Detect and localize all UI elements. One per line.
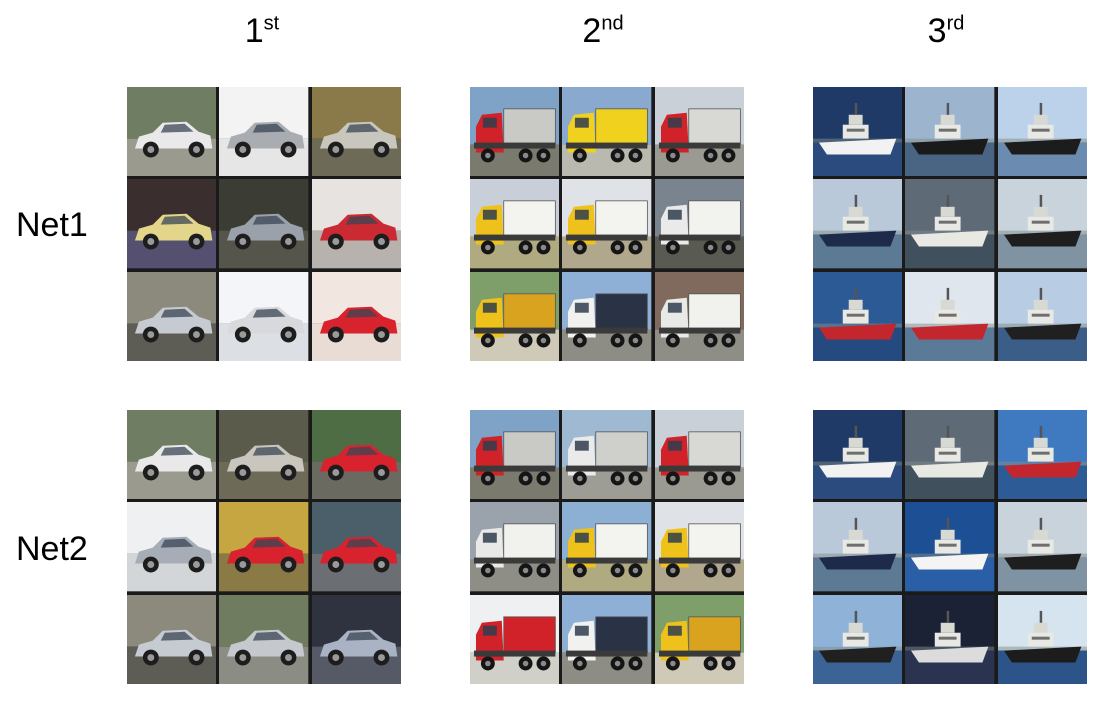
car-thumbnail bbox=[127, 87, 217, 177]
truck-thumbnail bbox=[470, 594, 560, 684]
car-thumbnail bbox=[127, 271, 217, 361]
column-header-3: 3rd bbox=[916, 14, 976, 48]
car-thumbnail bbox=[219, 179, 309, 269]
truck-thumbnail bbox=[470, 87, 560, 177]
car-thumbnail bbox=[311, 179, 401, 269]
truck-thumbnail bbox=[562, 502, 652, 592]
ship-thumbnail bbox=[813, 179, 903, 269]
ship-thumbnail bbox=[905, 410, 995, 500]
ship-thumbnail bbox=[813, 410, 903, 500]
truck-thumbnail bbox=[562, 594, 652, 684]
column-header-suffix: st bbox=[263, 12, 280, 35]
car-thumbnail bbox=[127, 594, 217, 684]
truck-thumbnail bbox=[654, 410, 744, 500]
ship-thumbnail bbox=[905, 594, 995, 684]
ship-thumbnail bbox=[997, 410, 1087, 500]
truck-thumbnail bbox=[562, 271, 652, 361]
truck-thumbnail bbox=[654, 502, 744, 592]
image-grid-net2-rank2 bbox=[470, 410, 744, 684]
ship-thumbnail bbox=[997, 271, 1087, 361]
image-grid-net2-rank1 bbox=[127, 410, 401, 684]
column-header-1: 1st bbox=[232, 14, 292, 48]
ship-thumbnail bbox=[905, 87, 995, 177]
car-thumbnail bbox=[219, 594, 309, 684]
image-grid-net1-rank3 bbox=[813, 87, 1087, 361]
car-thumbnail bbox=[311, 271, 401, 361]
ship-thumbnail bbox=[997, 179, 1087, 269]
truck-thumbnail bbox=[470, 179, 560, 269]
image-grid-net1-rank2 bbox=[470, 87, 744, 361]
car-thumbnail bbox=[311, 502, 401, 592]
ship-thumbnail bbox=[813, 271, 903, 361]
truck-thumbnail bbox=[654, 271, 744, 361]
column-header-2: 2nd bbox=[573, 14, 633, 48]
truck-thumbnail bbox=[562, 410, 652, 500]
truck-thumbnail bbox=[470, 410, 560, 500]
ship-thumbnail bbox=[997, 594, 1087, 684]
row-label-net2: Net2 bbox=[16, 530, 88, 568]
ship-thumbnail bbox=[813, 594, 903, 684]
truck-thumbnail bbox=[562, 87, 652, 177]
car-thumbnail bbox=[311, 594, 401, 684]
truck-thumbnail bbox=[654, 594, 744, 684]
car-thumbnail bbox=[127, 502, 217, 592]
ship-thumbnail bbox=[905, 179, 995, 269]
ship-thumbnail bbox=[813, 502, 903, 592]
column-header-rank: 3 bbox=[927, 12, 947, 50]
column-header-suffix: rd bbox=[946, 12, 965, 35]
image-grid-net1-rank1 bbox=[127, 87, 401, 361]
car-thumbnail bbox=[311, 410, 401, 500]
car-thumbnail bbox=[219, 271, 309, 361]
truck-thumbnail bbox=[654, 179, 744, 269]
column-header-rank: 2 bbox=[582, 12, 602, 50]
row-label-net1: Net1 bbox=[16, 206, 88, 244]
ship-thumbnail bbox=[813, 87, 903, 177]
ship-thumbnail bbox=[997, 502, 1087, 592]
car-thumbnail bbox=[127, 410, 217, 500]
car-thumbnail bbox=[311, 87, 401, 177]
car-thumbnail bbox=[219, 87, 309, 177]
truck-thumbnail bbox=[562, 179, 652, 269]
car-thumbnail bbox=[219, 410, 309, 500]
column-header-rank: 1 bbox=[244, 12, 264, 50]
column-header-suffix: nd bbox=[601, 12, 624, 35]
image-grid-net2-rank3 bbox=[813, 410, 1087, 684]
car-thumbnail bbox=[127, 179, 217, 269]
truck-thumbnail bbox=[470, 271, 560, 361]
truck-thumbnail bbox=[654, 87, 744, 177]
ship-thumbnail bbox=[997, 87, 1087, 177]
ship-thumbnail bbox=[905, 271, 995, 361]
truck-thumbnail bbox=[470, 502, 560, 592]
ship-thumbnail bbox=[905, 502, 995, 592]
car-thumbnail bbox=[219, 502, 309, 592]
